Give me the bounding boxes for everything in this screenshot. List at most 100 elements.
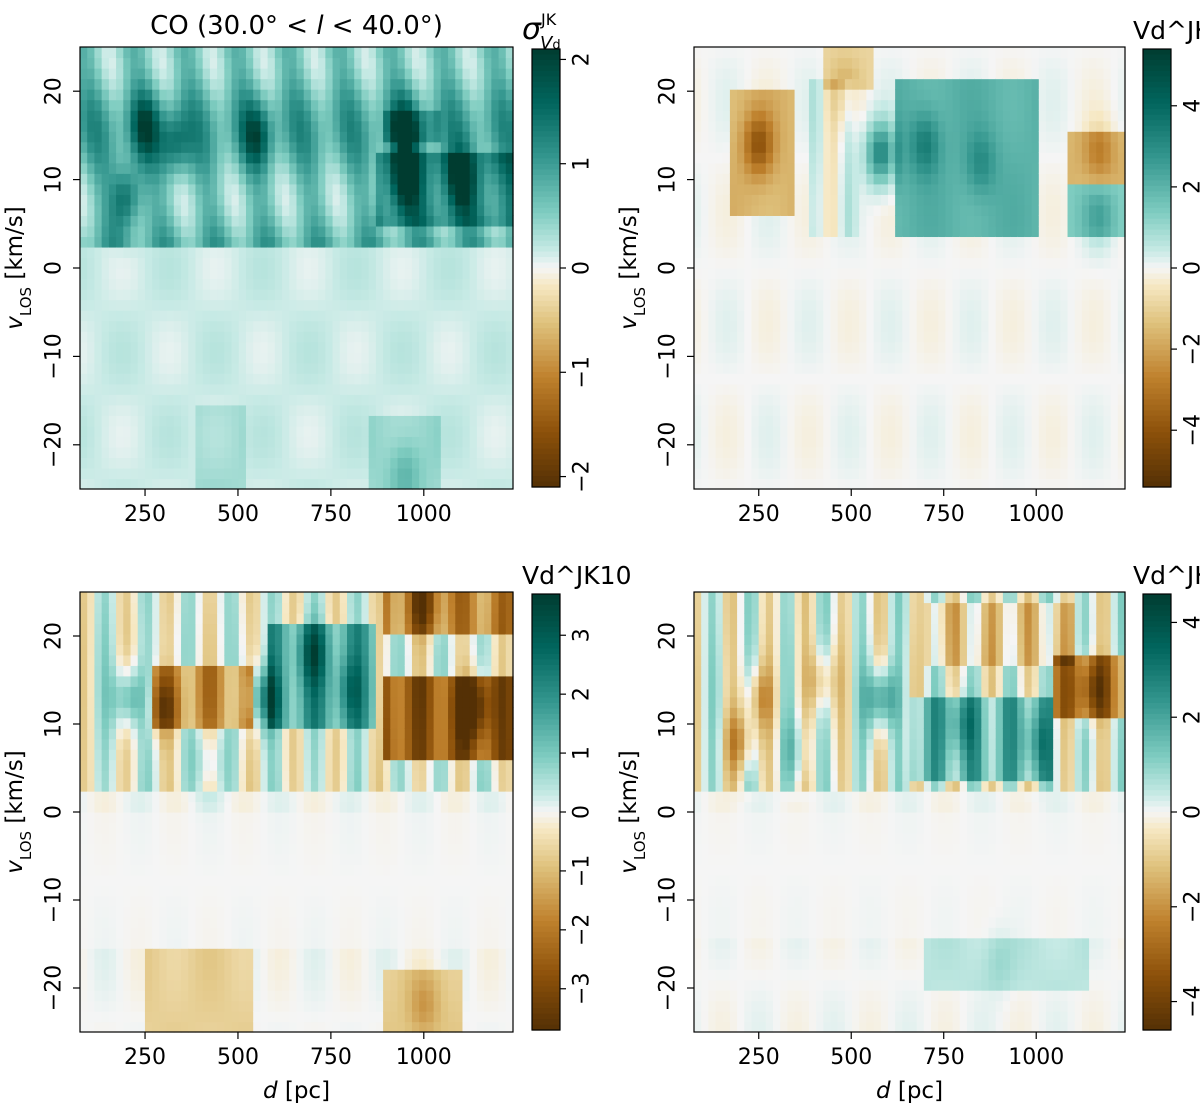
heatmap-cell (873, 89, 882, 101)
heatmap-cell (1089, 394, 1097, 406)
heatmap-cell (715, 299, 724, 311)
heatmap-cell (173, 110, 182, 122)
heatmap-cell (938, 362, 947, 374)
heatmap-cell (347, 131, 355, 143)
heatmap-cell (282, 183, 290, 195)
heatmap-cell (722, 436, 731, 448)
heatmap-cell (390, 289, 399, 301)
heatmap-cell (816, 173, 824, 185)
heatmap-cell (202, 425, 211, 437)
heatmap-cell (144, 299, 153, 311)
heatmap-cell (375, 373, 384, 385)
heatmap-cell (1081, 68, 1090, 80)
heatmap-cell (765, 320, 774, 332)
heatmap-cell (751, 215, 760, 227)
heatmap-cell (87, 110, 96, 122)
heatmap-cell (981, 310, 990, 322)
heatmap-cell (737, 89, 745, 101)
heatmap-cell (282, 89, 290, 101)
heatmap-cell (448, 341, 456, 353)
heatmap-cell (1060, 383, 1069, 395)
heatmap-cell (1031, 383, 1040, 395)
heatmap-cell (282, 446, 290, 459)
heatmap-cell (916, 246, 925, 259)
heatmap-cell (1081, 394, 1090, 406)
heatmap-cell (231, 331, 240, 343)
heatmap-cell (173, 299, 182, 311)
heatmap-cell (397, 457, 406, 469)
heatmap-cell (966, 57, 975, 69)
heatmap-cell (773, 99, 781, 111)
heatmap-cell (995, 131, 1004, 143)
heatmap-cell (873, 204, 882, 216)
heatmap-cell (130, 415, 139, 427)
heatmap-cell (325, 110, 334, 122)
heatmap-cell (181, 57, 189, 69)
heatmap-cell (303, 310, 312, 322)
heatmap-cell (505, 89, 514, 101)
heatmap-cell (188, 78, 197, 90)
heatmap-cell (737, 289, 745, 301)
x-tick-label: 500 (217, 502, 259, 527)
heatmap-cell (137, 194, 146, 206)
heatmap-cell (995, 236, 1004, 248)
heatmap-cell (852, 257, 860, 269)
heatmap-cell (758, 436, 767, 448)
heatmap-cell (484, 352, 492, 364)
heatmap-cell (1074, 467, 1083, 480)
heatmap-cell (866, 194, 875, 206)
heatmap-cell (701, 162, 709, 174)
heatmap-cell (209, 299, 218, 311)
heatmap-cell (1081, 478, 1090, 490)
heatmap-cell (722, 204, 731, 216)
heatmap-cell (830, 141, 839, 153)
heatmap-cell (173, 446, 182, 459)
heatmap-cell (116, 47, 124, 59)
heatmap-cell (787, 194, 796, 206)
heatmap-cell (1002, 204, 1011, 216)
heatmap-cell (433, 47, 442, 59)
heatmap-cell (94, 457, 103, 469)
heatmap-cell (217, 68, 225, 80)
heatmap-cell (361, 341, 370, 353)
heatmap-cell (1067, 99, 1076, 111)
heatmap-cell (253, 299, 262, 311)
heatmap-cell (816, 425, 824, 437)
heatmap-cell (1067, 383, 1076, 395)
heatmap-cell (354, 299, 363, 311)
heatmap-cell (837, 320, 846, 332)
heatmap-cell (758, 246, 767, 259)
heatmap-cell (916, 331, 925, 343)
heatmap-cell (224, 183, 233, 195)
heatmap-cell (758, 425, 767, 437)
heatmap-cell (1031, 320, 1040, 332)
heatmap-cell (361, 162, 370, 174)
heatmap-cell (737, 310, 745, 322)
heatmap-cell (253, 120, 262, 132)
heatmap-cell (209, 268, 218, 280)
heatmap-cell (318, 246, 326, 259)
heatmap-cell (411, 341, 420, 353)
heatmap-cell (722, 183, 731, 195)
heatmap-cell (952, 89, 961, 101)
heatmap-cell (1067, 47, 1076, 59)
heatmap-cell (318, 341, 326, 353)
heatmap-cell (253, 404, 262, 416)
heatmap-cell (895, 425, 903, 437)
heatmap-cell (866, 246, 875, 259)
heatmap-cell (708, 394, 717, 406)
heatmap-cell (123, 446, 132, 459)
heatmap-cell (902, 436, 911, 448)
heatmap-cell (152, 299, 160, 311)
colorbar-segment (532, 300, 560, 307)
heatmap-cell (101, 257, 110, 269)
heatmap-cell (310, 331, 319, 343)
heatmap-cell (909, 457, 918, 469)
heatmap-cell (923, 246, 932, 259)
heatmap-cell (1024, 162, 1033, 174)
heatmap-cell (173, 89, 182, 101)
heatmap-cell (181, 383, 189, 395)
heatmap-cell (87, 352, 96, 364)
heatmap-cell (137, 47, 146, 59)
